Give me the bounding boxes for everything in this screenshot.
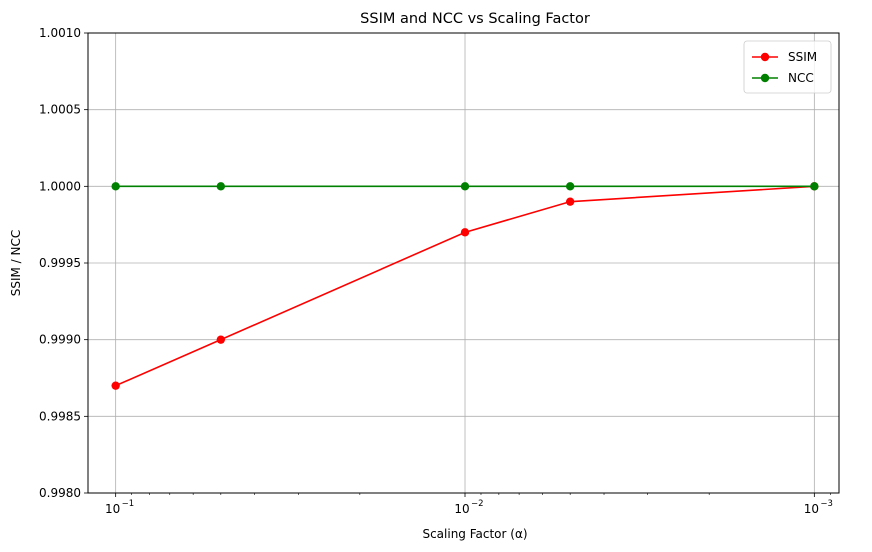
- x-tick-label: 10: [105, 502, 120, 516]
- y-tick-label: 0.9995: [39, 256, 81, 270]
- point-ncc: [460, 182, 470, 191]
- x-tick-exponent: −3: [820, 499, 833, 509]
- y-tick-label: 1.0005: [39, 103, 81, 117]
- legend: SSIM NCC: [743, 40, 832, 94]
- x-tick-label: 10: [804, 502, 819, 516]
- point-ssim: [111, 381, 120, 390]
- legend-label-ncc: NCC: [788, 71, 814, 85]
- y-tick-label: 1.0000: [39, 179, 81, 193]
- y-axis-label: SSIM / NCC: [9, 230, 23, 297]
- x-tick-exponent: −1: [122, 499, 135, 509]
- y-tick-label: 0.9985: [39, 409, 81, 423]
- y-tick-label: 1.0010: [39, 26, 81, 40]
- series-layer: [111, 182, 819, 390]
- point-ncc: [111, 182, 120, 191]
- x-tick-exponent: −2: [471, 499, 484, 509]
- chart-title: SSIM and NCC vs Scaling Factor: [360, 11, 590, 27]
- grid: [88, 32, 839, 494]
- y-tick-label: 0.9980: [39, 486, 81, 500]
- y-axis: 0.9980 0.9985 0.9990 0.9995 1.0000 1.0005 1.00…: [39, 26, 88, 500]
- y-tick-label: 0.9990: [39, 333, 81, 347]
- point-ncc: [216, 182, 226, 191]
- x-tick-label: 10: [454, 502, 469, 516]
- x-axis-label: Scaling Factor (α): [422, 527, 527, 541]
- legend-box: [743, 40, 832, 94]
- point-ssim: [460, 228, 470, 237]
- point-ncc: [565, 182, 575, 191]
- point-ssim: [216, 335, 226, 344]
- legend-marker-ssim: [760, 52, 770, 62]
- x-axis: 10 −1 10 −2 10 −3: [105, 493, 833, 516]
- legend-marker-ncc: [760, 73, 770, 83]
- legend-label-ssim: SSIM: [788, 50, 817, 64]
- point-ssim: [565, 197, 575, 206]
- point-ncc: [810, 182, 819, 191]
